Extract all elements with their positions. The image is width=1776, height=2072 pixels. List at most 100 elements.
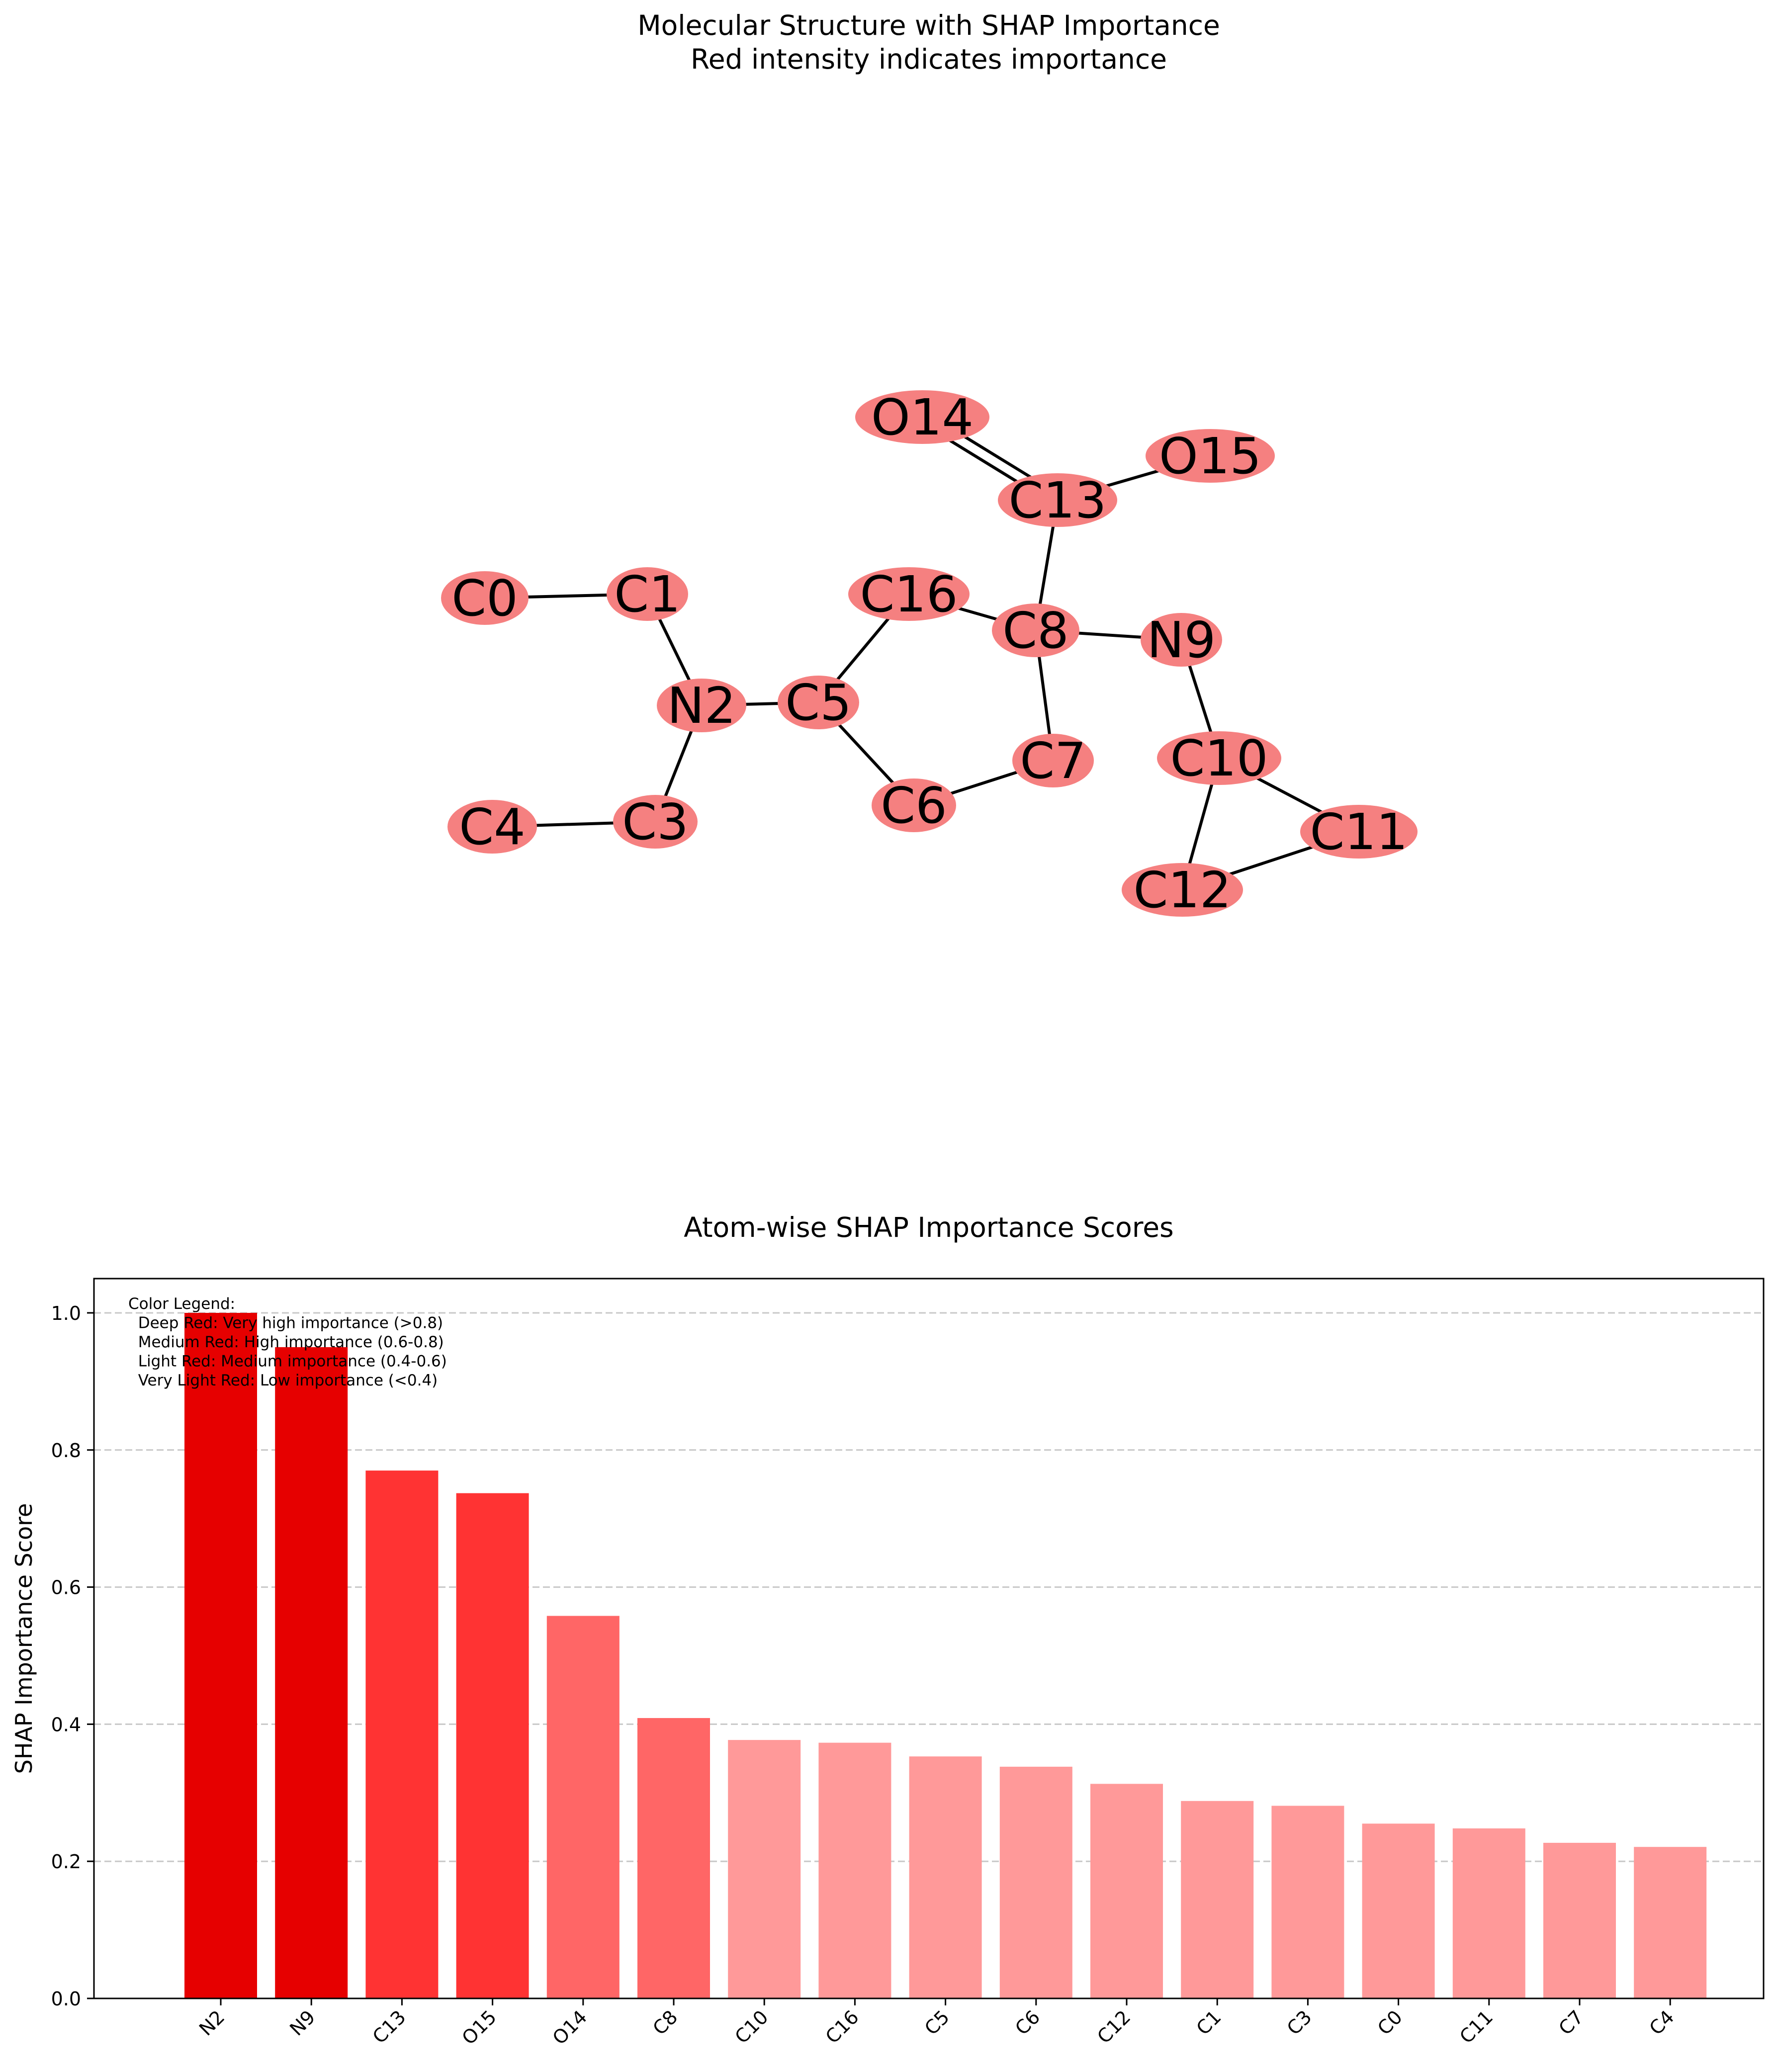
y-tick-label: 1.0 — [51, 1302, 81, 1324]
bar-N2 — [184, 1312, 257, 1998]
atom-node-O14 — [855, 390, 989, 444]
y-axis-label: SHAP Importance Score — [10, 1503, 37, 1774]
bar-C0 — [1362, 1823, 1435, 1998]
plot-frame — [93, 1278, 1765, 1999]
atom-node-C6 — [872, 778, 956, 832]
atom-node-O15 — [1146, 429, 1275, 483]
atom-label-C0: C0 — [451, 569, 518, 627]
x-tick-label-C12: C12 — [1093, 2006, 1135, 2048]
y-tick-label: 0.0 — [51, 1988, 81, 2010]
atom-node-C5 — [778, 676, 859, 729]
bar-C8 — [637, 1718, 710, 1998]
bar-C13 — [365, 1470, 439, 1998]
atom-label-N9: N9 — [1147, 611, 1216, 669]
atom-node-C8 — [992, 604, 1079, 657]
atom-C16: C16 — [848, 565, 970, 623]
atom-node-C3 — [613, 795, 698, 849]
bar-C3 — [1271, 1806, 1344, 1998]
bar-chart-panel: Atom-wise SHAP Importance Scores 0.0 0.2 0… — [10, 1211, 1765, 2049]
bar-N9 — [275, 1347, 348, 1998]
atom-node-C16 — [848, 567, 970, 621]
legend-line: Very Light Red: Low importance (<0.4) — [128, 1372, 438, 1389]
atom-label-C7: C7 — [1020, 732, 1086, 790]
y-tick-label: 0.8 — [51, 1440, 81, 1462]
atom-label-C4: C4 — [459, 798, 525, 856]
y-tick-label: 0.6 — [51, 1577, 81, 1599]
atom-label-C5: C5 — [785, 674, 851, 732]
y-axis: 0.0 0.2 0.4 0.6 0.8 1.0 — [51, 1302, 94, 2010]
legend-line: Deep Red: Very high importance (>0.8) — [128, 1314, 443, 1332]
bar-C16 — [818, 1742, 891, 1998]
atom-C6: C6 — [872, 777, 956, 835]
atom-label-C3: C3 — [622, 793, 688, 851]
atom-label-C16: C16 — [860, 565, 958, 623]
atom-node-C1 — [607, 567, 688, 621]
x-tick-label-C0: C0 — [1373, 2006, 1407, 2039]
atom-C7: C7 — [1012, 732, 1094, 790]
atom-node-N9 — [1141, 613, 1222, 667]
x-tick-label-C13: C13 — [368, 2006, 410, 2048]
x-axis: N2 N9 C13 O15 O14 C8 C10 C16 C5 C6 C12 C1 C3 C0 C11 C7 C… — [195, 1998, 1679, 2049]
atom-C4: C4 — [447, 798, 537, 856]
atom-node-C11 — [1300, 805, 1418, 859]
atom-node-C10 — [1157, 731, 1281, 785]
legend-line: Light Red: Medium importance (0.4-0.6) — [128, 1353, 447, 1371]
atom-node-N2 — [657, 679, 746, 732]
atom-C0: C0 — [441, 569, 529, 627]
color-legend: Color Legend: Deep Red: Very high import… — [128, 1295, 447, 1389]
bar-C7 — [1543, 1842, 1616, 1998]
bar-C4 — [1634, 1847, 1707, 1998]
x-tick-label-C6: C6 — [1011, 2006, 1044, 2039]
atom-label-O14: O14 — [871, 388, 974, 446]
x-tick-label-O15: O15 — [458, 2006, 501, 2049]
x-tick-label-C11: C11 — [1455, 2006, 1497, 2048]
atom-label-O15: O15 — [1159, 427, 1261, 485]
bar-layer — [184, 1312, 1707, 1998]
x-tick-label-N9: N9 — [285, 2006, 319, 2040]
atom-node-C4 — [447, 800, 537, 854]
bar-C11 — [1452, 1828, 1525, 1998]
atom-C10: C10 — [1157, 729, 1281, 787]
atom-C3: C3 — [613, 793, 698, 851]
atom-label-C6: C6 — [881, 777, 947, 835]
atom-node-C12 — [1122, 863, 1243, 917]
bar-C12 — [1090, 1784, 1163, 1998]
atom-C11: C11 — [1300, 803, 1418, 861]
molecule-title-line1: Molecular Structure with SHAP Importance — [637, 9, 1220, 41]
x-tick-label-C1: C1 — [1192, 2006, 1226, 2039]
atom-O14: O14 — [855, 388, 989, 446]
atom-label-C1: C1 — [614, 565, 680, 623]
atom-label-N2: N2 — [667, 677, 736, 735]
atom-C12: C12 — [1122, 861, 1243, 919]
atom-C5: C5 — [778, 674, 859, 732]
molecule-title-line2: Red intensity indicates importance — [691, 43, 1167, 75]
atom-node-C7 — [1012, 734, 1094, 787]
bar-C10 — [728, 1740, 801, 1998]
x-tick-label-C10: C10 — [730, 2006, 772, 2048]
x-tick-label-C3: C3 — [1283, 2006, 1316, 2039]
x-tick-label-C5: C5 — [920, 2006, 954, 2039]
x-tick-label-C8: C8 — [648, 2006, 682, 2039]
atom-C13: C13 — [998, 471, 1117, 529]
atom-label-C10: C10 — [1170, 729, 1268, 787]
atom-C1: C1 — [607, 565, 688, 623]
y-tick-label: 0.2 — [51, 1851, 81, 1873]
atom-label-C13: C13 — [1008, 471, 1106, 529]
atom-O15: O15 — [1146, 427, 1275, 485]
bar-C5 — [909, 1756, 982, 1998]
atom-C8: C8 — [992, 602, 1079, 660]
atom-node-C0 — [441, 571, 529, 625]
chart-title: Atom-wise SHAP Importance Scores — [684, 1211, 1173, 1243]
x-tick-label-C7: C7 — [1554, 2006, 1588, 2039]
bar-C1 — [1181, 1801, 1254, 1998]
atom-node-C13 — [998, 473, 1117, 527]
legend-line: Medium Red: High importance (0.6-0.8) — [128, 1333, 444, 1351]
x-tick-label-C16: C16 — [821, 2006, 863, 2048]
atom-label-C11: C11 — [1310, 803, 1408, 861]
legend-line: Color Legend: — [128, 1295, 235, 1313]
bar-C6 — [999, 1766, 1072, 1998]
atom-layer: C0 C1 N2 C3 C4 C5 C6 C7 C8 N9 C10 C11 C12 C13 O14 O15 C1… — [441, 388, 1418, 919]
x-tick-label-C4: C4 — [1645, 2006, 1679, 2039]
x-tick-label-O14: O14 — [548, 2006, 591, 2049]
